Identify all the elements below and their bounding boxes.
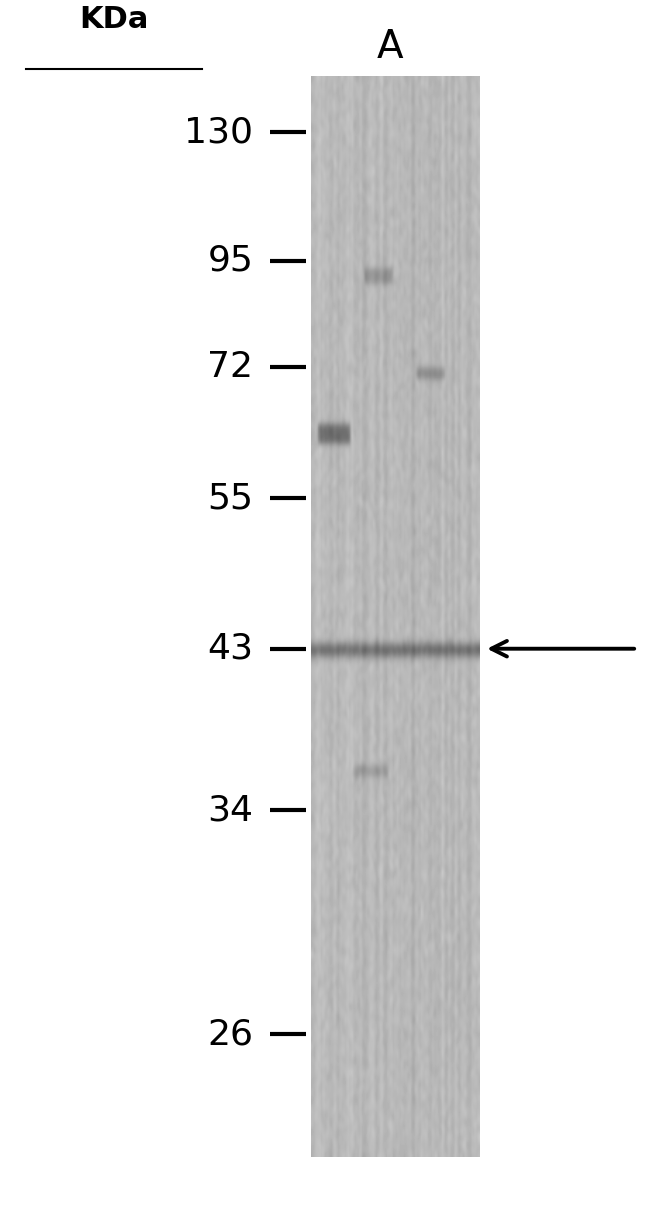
Text: 34: 34 bbox=[207, 793, 254, 827]
Text: KDa: KDa bbox=[79, 5, 148, 34]
Text: 130: 130 bbox=[185, 115, 254, 149]
Text: 95: 95 bbox=[207, 244, 254, 278]
Text: 55: 55 bbox=[207, 481, 254, 515]
Text: A: A bbox=[377, 27, 403, 66]
Text: 26: 26 bbox=[207, 1017, 254, 1051]
Text: 43: 43 bbox=[207, 632, 254, 666]
Text: 72: 72 bbox=[207, 350, 254, 384]
